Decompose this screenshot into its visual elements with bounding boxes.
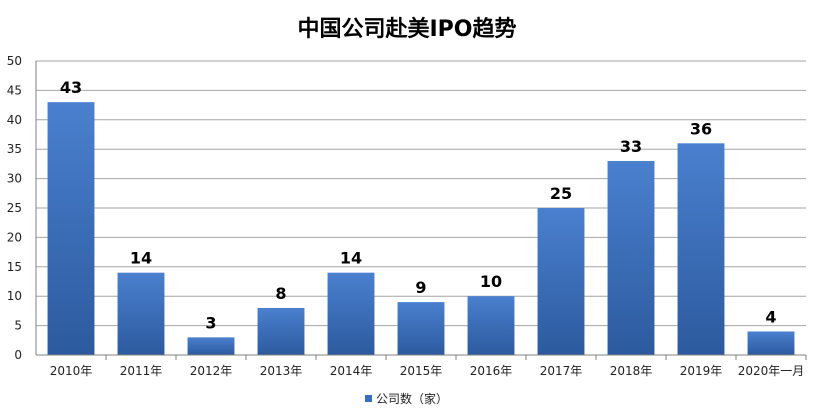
data-label: 4 bbox=[765, 307, 776, 326]
x-tick-label: 2015年 bbox=[400, 364, 443, 378]
bar bbox=[537, 208, 585, 355]
bar bbox=[187, 337, 235, 355]
x-tick-label: 2013年 bbox=[260, 364, 303, 378]
bar bbox=[747, 331, 795, 355]
bar bbox=[607, 160, 655, 355]
y-axis: 0 5 10 15 20 25 30 35 40 45 50 bbox=[7, 54, 37, 362]
y-tick-label: 35 bbox=[7, 142, 22, 156]
y-tick-label: 25 bbox=[7, 201, 22, 215]
x-axis: 2010年 2011年 2012年 2013年 2014年 2015年 2016年 2017年… bbox=[36, 354, 807, 378]
y-tick-label: 0 bbox=[14, 348, 22, 362]
y-tick-label: 45 bbox=[7, 83, 22, 97]
data-label: 36 bbox=[690, 119, 712, 138]
data-label: 14 bbox=[130, 249, 152, 268]
data-label: 14 bbox=[340, 249, 362, 268]
y-tick-label: 15 bbox=[7, 260, 22, 274]
chart-title: 中国公司赴美IPO趋势 bbox=[297, 16, 516, 42]
bar bbox=[117, 272, 165, 355]
y-tick-label: 20 bbox=[7, 230, 22, 244]
bar bbox=[677, 143, 725, 355]
data-label: 9 bbox=[415, 278, 426, 297]
x-tick-label: 2014年 bbox=[330, 364, 373, 378]
bar bbox=[257, 307, 305, 355]
data-label: 8 bbox=[275, 284, 286, 303]
bar bbox=[327, 272, 375, 355]
legend: 公司数（家） bbox=[365, 391, 448, 406]
bar bbox=[47, 102, 95, 355]
y-tick-label: 50 bbox=[7, 54, 22, 68]
legend-swatch bbox=[365, 395, 372, 402]
y-tick-label: 40 bbox=[7, 113, 22, 127]
y-tick-label: 30 bbox=[7, 172, 22, 186]
x-tick-label: 2011年 bbox=[120, 364, 163, 378]
x-tick-label: 2016年 bbox=[470, 364, 513, 378]
x-tick-label: 2017年 bbox=[540, 364, 583, 378]
x-tick-label: 2019年 bbox=[680, 364, 723, 378]
bar bbox=[397, 302, 445, 355]
data-label: 10 bbox=[480, 272, 502, 291]
data-label: 43 bbox=[60, 78, 82, 97]
data-label: 3 bbox=[205, 313, 216, 332]
data-label: 33 bbox=[620, 137, 642, 156]
x-tick-label: 2010年 bbox=[50, 364, 93, 378]
x-tick-label: 2020年一月 bbox=[738, 364, 805, 378]
bars: 43 14 3 8 14 9 10 25 33 36 4 bbox=[47, 78, 795, 355]
data-label: 25 bbox=[550, 184, 572, 203]
x-tick-label: 2012年 bbox=[190, 364, 233, 378]
legend-label: 公司数（家） bbox=[376, 391, 448, 406]
bar bbox=[467, 296, 515, 355]
x-tick-label: 2018年 bbox=[610, 364, 653, 378]
y-tick-label: 5 bbox=[14, 319, 22, 333]
y-tick-label: 10 bbox=[7, 289, 22, 303]
